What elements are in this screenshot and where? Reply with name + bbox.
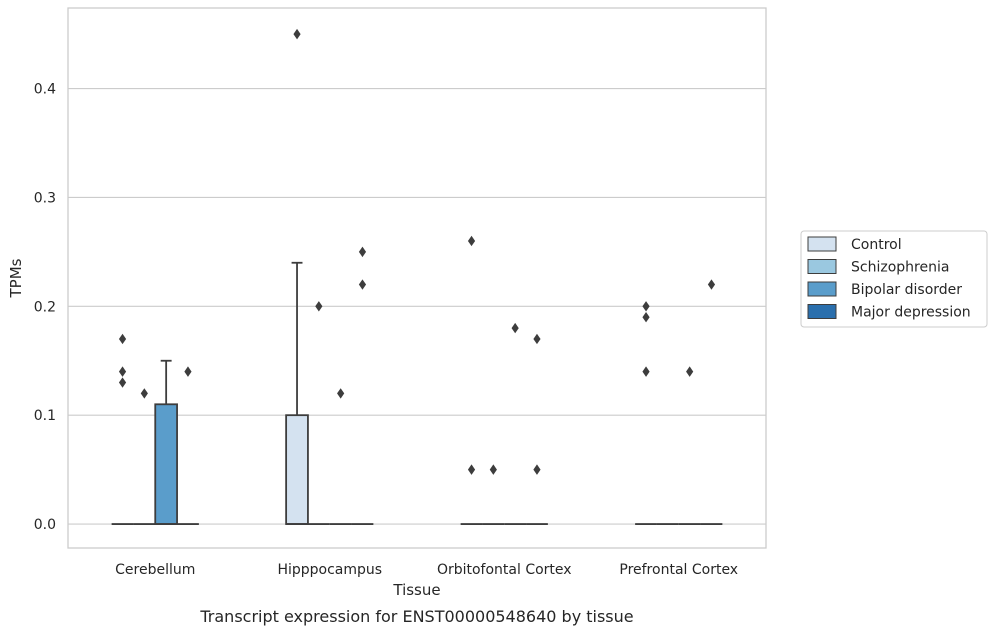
box-iqr bbox=[154, 403, 178, 525]
outlier-point bbox=[184, 366, 192, 377]
outlier-point bbox=[315, 301, 323, 312]
legend-label: Major depression bbox=[851, 305, 971, 321]
outlier-point bbox=[489, 464, 497, 475]
outlier-point bbox=[358, 279, 367, 290]
y-tick-label: 0.2 bbox=[34, 299, 56, 315]
y-tick-label: 0.3 bbox=[34, 190, 56, 206]
outlier-point bbox=[511, 322, 519, 334]
legend-swatch bbox=[807, 236, 837, 252]
y-tick-label: 0.0 bbox=[34, 517, 56, 533]
legend-frame bbox=[800, 230, 988, 328]
y-tick-label: 0.4 bbox=[34, 82, 56, 98]
y-axis-title: TPMs bbox=[7, 258, 25, 298]
outlier-point bbox=[707, 279, 716, 290]
x-tick-label: Cerebellum bbox=[115, 562, 195, 578]
plot-frame bbox=[67, 7, 767, 549]
x-tick-label: Orbitofontal Cortex bbox=[437, 562, 572, 578]
legend: Control Schizophrenia Bipolar disorder Majo… bbox=[800, 230, 988, 328]
x-tick-label: Prefrontal Cortex bbox=[619, 562, 738, 578]
outlier-point bbox=[642, 311, 650, 323]
boxes bbox=[111, 261, 723, 525]
outlier-point bbox=[642, 366, 650, 377]
plot-background bbox=[68, 8, 766, 548]
legend-label: Control bbox=[851, 237, 902, 253]
outlier-point bbox=[293, 28, 301, 40]
outlier-point bbox=[337, 388, 345, 399]
outlier-point bbox=[642, 301, 650, 312]
outlier-point bbox=[118, 333, 127, 345]
outlier-point bbox=[140, 388, 148, 399]
chart-caption: Transcript expression for ENST0000054864… bbox=[199, 607, 633, 626]
x-axis-title: Tissue bbox=[392, 581, 440, 599]
legend-label: Schizophrenia bbox=[851, 260, 949, 276]
x-tick-labels: Cerebellum Hipppocampus Orbitofontal Corte… bbox=[115, 562, 738, 578]
x-tick-label: Hipppocampus bbox=[277, 562, 382, 578]
box-iqr bbox=[285, 414, 309, 525]
legend-swatch bbox=[807, 259, 837, 274]
legend-label: Bipolar disorder bbox=[851, 282, 962, 298]
outliers bbox=[118, 28, 716, 475]
box-hipppocampus-control bbox=[285, 261, 309, 525]
outlier-point bbox=[467, 235, 476, 247]
box-cerebellum-bipolar-disorder bbox=[154, 359, 178, 525]
legend-swatch bbox=[807, 304, 837, 319]
outlier-point bbox=[118, 366, 127, 377]
y-tick-labels: 0.0 0.1 0.2 0.3 0.4 bbox=[34, 82, 56, 533]
outlier-point bbox=[358, 246, 367, 258]
outlier-point bbox=[118, 377, 127, 388]
legend-swatch bbox=[807, 281, 837, 297]
outlier-point bbox=[533, 464, 541, 475]
y-tick-label: 0.1 bbox=[34, 408, 56, 424]
outlier-point bbox=[467, 464, 476, 475]
outlier-point bbox=[533, 333, 541, 345]
outlier-point bbox=[686, 366, 694, 377]
